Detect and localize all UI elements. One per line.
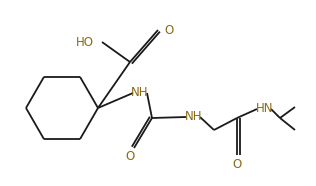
Text: NH: NH [131,86,149,100]
Text: HO: HO [76,36,94,49]
Text: O: O [164,23,173,36]
Text: O: O [232,158,242,171]
Text: HN: HN [256,102,274,116]
Text: NH: NH [185,110,203,124]
Text: O: O [125,150,135,163]
